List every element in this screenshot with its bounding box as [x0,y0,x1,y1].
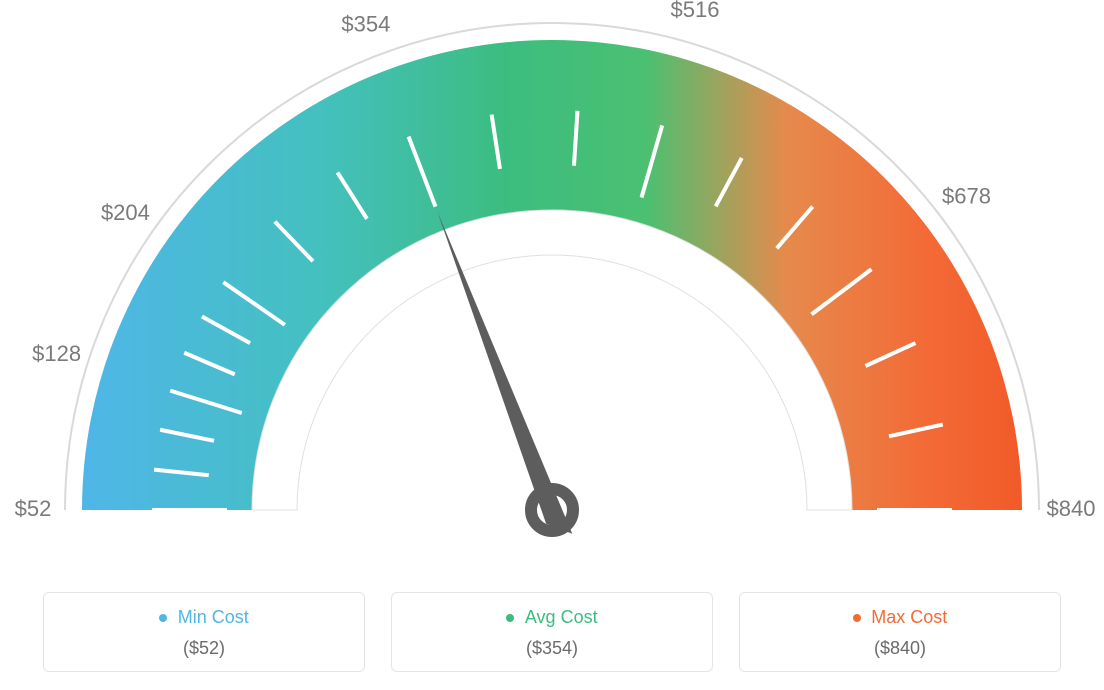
dot-icon-avg [506,614,514,622]
tick-label: $840 [1047,496,1096,521]
legend-title-avg: Avg Cost [402,607,702,628]
legend-card-min: Min Cost ($52) [43,592,365,672]
legend-label-avg: Avg Cost [525,607,598,627]
legend-row: Min Cost ($52) Avg Cost ($354) Max Cost … [0,592,1104,672]
legend-value-max: ($840) [750,638,1050,659]
gauge-area: $52 $128 $204 $354 $516 $678 $840 [0,0,1104,560]
tick-label: $678 [942,183,991,208]
tick-label: $52 [15,496,52,521]
gauge-svg: $52 $128 $204 $354 $516 $678 $840 [0,0,1104,560]
gauge-arc [82,40,1022,510]
legend-value-min: ($52) [54,638,354,659]
dot-icon-max [853,614,861,622]
tick-label: $354 [341,11,390,36]
cost-gauge-widget: $52 $128 $204 $354 $516 $678 $840 Min Cost ($5… [0,0,1104,690]
legend-card-avg: Avg Cost ($354) [391,592,713,672]
legend-value-avg: ($354) [402,638,702,659]
legend-label-min: Min Cost [178,607,249,627]
legend-title-min: Min Cost [54,607,354,628]
tick-label: $204 [101,200,150,225]
legend-card-max: Max Cost ($840) [739,592,1061,672]
legend-label-max: Max Cost [871,607,947,627]
tick-label: $516 [670,0,719,22]
tick-label: $128 [32,341,81,366]
dot-icon-min [159,614,167,622]
legend-title-max: Max Cost [750,607,1050,628]
